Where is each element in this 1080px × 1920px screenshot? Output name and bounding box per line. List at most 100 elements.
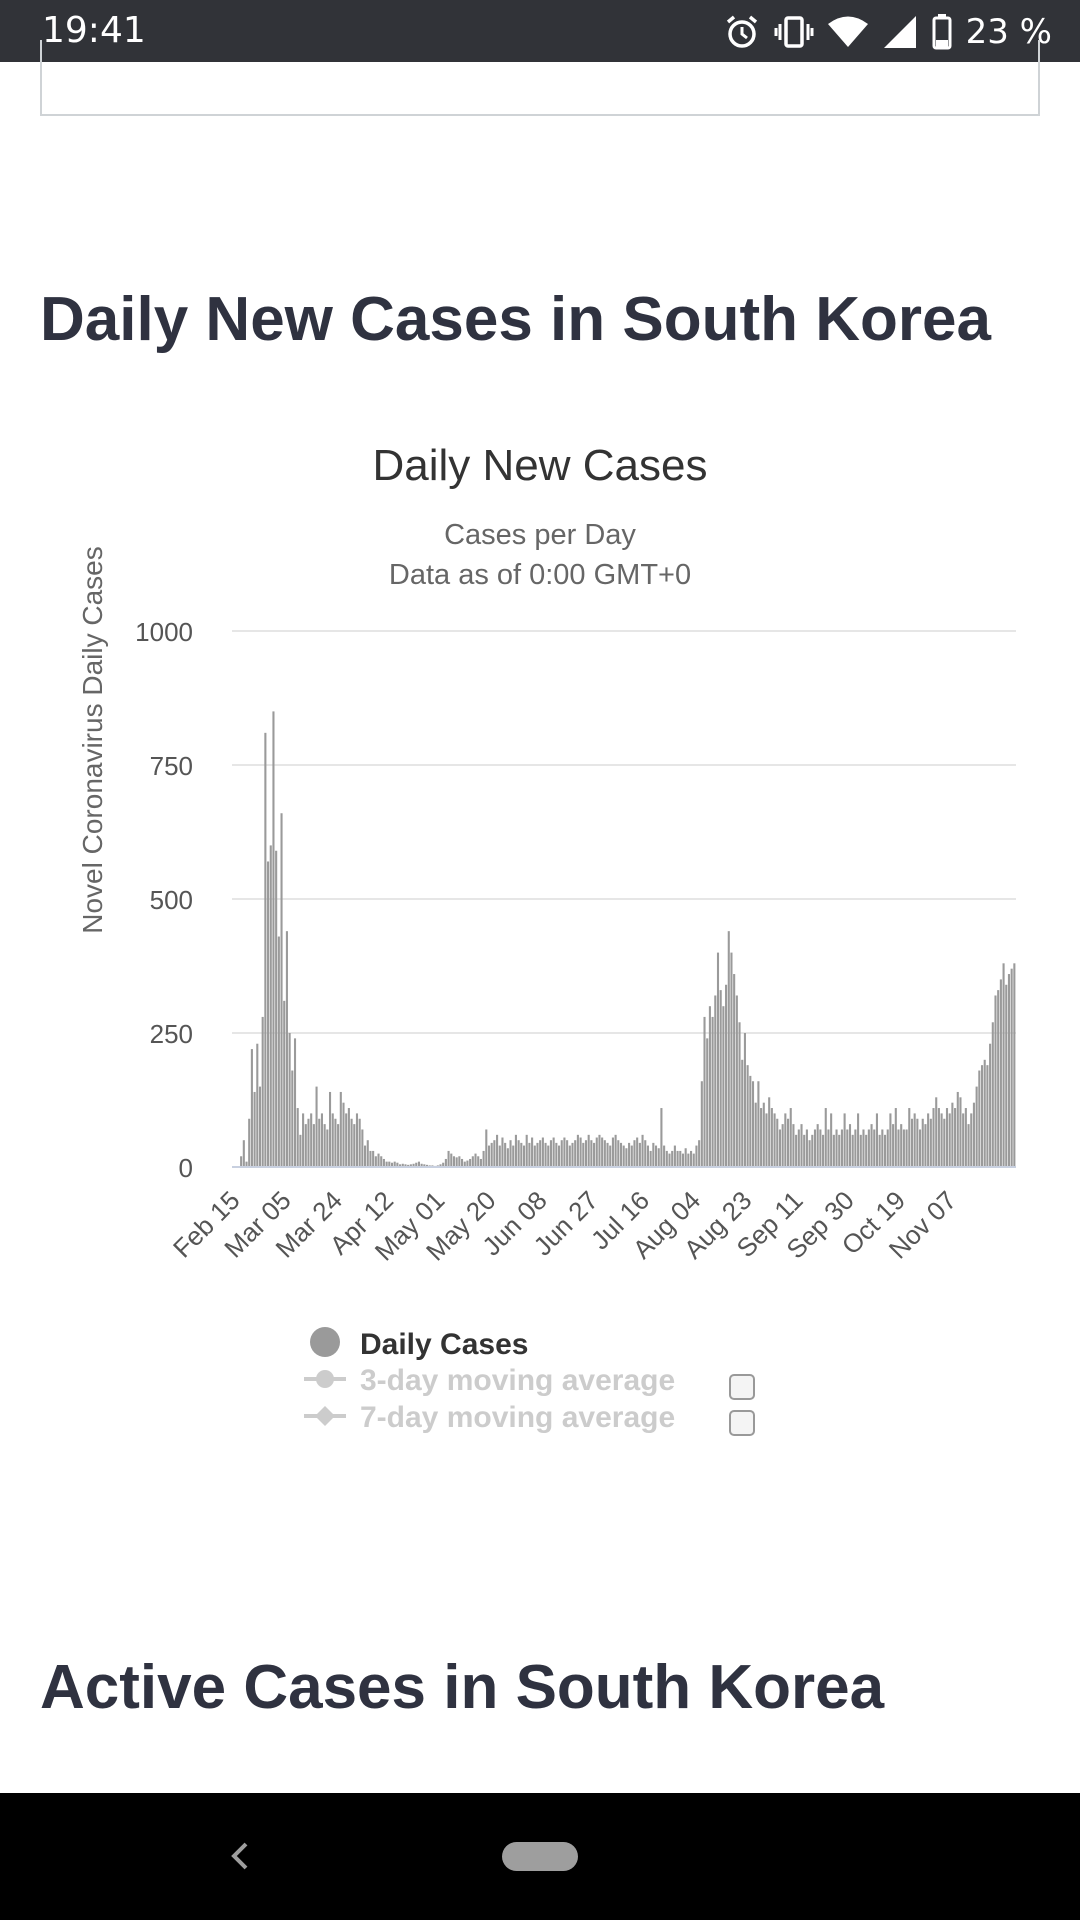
daily-cases-bar[interactable] <box>272 711 275 1167</box>
daily-cases-bar[interactable] <box>916 1118 919 1167</box>
daily-cases-bar[interactable] <box>479 1158 482 1167</box>
daily-cases-bar[interactable] <box>280 813 283 1167</box>
daily-cases-bar[interactable] <box>372 1150 375 1167</box>
daily-cases-bar[interactable] <box>617 1140 620 1167</box>
daily-cases-bar[interactable] <box>778 1129 781 1167</box>
daily-cases-bar[interactable] <box>455 1157 458 1167</box>
daily-cases-bar[interactable] <box>1007 974 1011 1167</box>
daily-cases-bar[interactable] <box>587 1134 590 1167</box>
daily-cases-bar[interactable] <box>889 1113 892 1167</box>
daily-cases-bar[interactable] <box>970 1113 973 1167</box>
daily-cases-bar[interactable] <box>986 1065 989 1167</box>
daily-cases-bar[interactable] <box>248 1118 251 1167</box>
daily-cases-bar[interactable] <box>603 1140 606 1167</box>
daily-cases-bar[interactable] <box>447 1150 450 1167</box>
daily-cases-bar[interactable] <box>323 1124 326 1167</box>
daily-cases-bar[interactable] <box>407 1164 410 1167</box>
daily-cases-bar[interactable] <box>822 1134 825 1167</box>
daily-cases-bar[interactable] <box>795 1134 798 1167</box>
daily-cases-bar[interactable] <box>471 1156 474 1167</box>
daily-cases-bar[interactable] <box>743 1033 746 1167</box>
daily-cases-bar[interactable] <box>269 845 272 1167</box>
daily-cases-bar[interactable] <box>776 1118 779 1167</box>
daily-cases-bar[interactable] <box>967 1124 970 1167</box>
daily-cases-bar[interactable] <box>417 1161 420 1167</box>
daily-cases-bar[interactable] <box>671 1150 674 1167</box>
daily-cases-bar[interactable] <box>964 1108 967 1167</box>
daily-cases-bar[interactable] <box>450 1153 453 1167</box>
daily-cases-bar[interactable] <box>865 1134 868 1167</box>
daily-cases-bar[interactable] <box>679 1150 682 1167</box>
daily-cases-bar[interactable] <box>754 1102 757 1167</box>
daily-cases-bar[interactable] <box>425 1164 429 1167</box>
daily-cases-bar[interactable] <box>611 1137 614 1167</box>
daily-cases-bar[interactable] <box>487 1145 491 1167</box>
daily-cases-bar[interactable] <box>733 974 736 1167</box>
daily-cases-bar[interactable] <box>385 1161 388 1167</box>
daily-cases-bar[interactable] <box>469 1158 472 1167</box>
daily-cases-bar[interactable] <box>892 1124 895 1167</box>
daily-cases-bar[interactable] <box>719 990 722 1167</box>
daily-cases-bar[interactable] <box>350 1118 353 1167</box>
daily-cases-bar[interactable] <box>851 1134 854 1167</box>
daily-cases-bar[interactable] <box>533 1145 536 1167</box>
daily-cases-bar[interactable] <box>293 1038 297 1167</box>
legend-7day-checkbox[interactable] <box>729 1410 755 1436</box>
daily-cases-bar[interactable] <box>749 1075 752 1167</box>
daily-cases-bar[interactable] <box>482 1150 485 1167</box>
daily-cases-bar[interactable] <box>819 1129 822 1167</box>
daily-cases-bar[interactable] <box>288 1033 291 1167</box>
daily-cases-bar[interactable] <box>574 1140 577 1167</box>
daily-cases-bar[interactable] <box>304 1124 307 1167</box>
daily-cases-bar[interactable] <box>862 1129 865 1167</box>
daily-cases-bar[interactable] <box>846 1129 849 1167</box>
daily-cases-bar[interactable] <box>700 1081 703 1167</box>
daily-cases-bar[interactable] <box>517 1140 520 1167</box>
daily-cases-bar[interactable] <box>458 1156 461 1167</box>
daily-cases-bar[interactable] <box>361 1129 364 1167</box>
daily-cases-bar[interactable] <box>353 1124 356 1167</box>
daily-cases-bar[interactable] <box>954 1108 957 1167</box>
daily-cases-bar[interactable] <box>991 1022 994 1167</box>
daily-cases-bar[interactable] <box>945 1108 949 1167</box>
daily-cases-bar[interactable] <box>902 1129 905 1167</box>
daily-cases-bar[interactable] <box>919 1129 922 1167</box>
daily-cases-bar[interactable] <box>805 1129 808 1167</box>
daily-cases-bar[interactable] <box>412 1163 415 1167</box>
daily-cases-bar[interactable] <box>716 952 720 1167</box>
daily-cases-bar[interactable] <box>568 1145 571 1167</box>
daily-cases-bar[interactable] <box>498 1145 501 1167</box>
daily-cases-bar[interactable] <box>840 1129 843 1167</box>
daily-cases-bar[interactable] <box>334 1118 337 1167</box>
daily-cases-bar[interactable] <box>989 1043 992 1167</box>
daily-cases-bar[interactable] <box>832 1134 835 1167</box>
daily-cases-bar[interactable] <box>652 1142 655 1167</box>
daily-cases-bar[interactable] <box>792 1124 795 1167</box>
daily-cases-bar[interactable] <box>657 1148 660 1167</box>
daily-cases-bar[interactable] <box>291 1070 294 1167</box>
daily-cases-bar[interactable] <box>789 1108 792 1167</box>
daily-cases-bar[interactable] <box>242 1140 245 1167</box>
daily-cases-bar[interactable] <box>859 1134 862 1167</box>
daily-cases-bar[interactable] <box>318 1118 321 1167</box>
daily-cases-bar[interactable] <box>285 931 288 1167</box>
daily-cases-bar[interactable] <box>442 1162 445 1167</box>
daily-cases-bar[interactable] <box>910 1118 914 1167</box>
daily-cases-bar[interactable] <box>773 1113 776 1167</box>
daily-cases-bar[interactable] <box>358 1118 361 1167</box>
daily-cases-bar[interactable] <box>649 1150 652 1167</box>
daily-cases-bar[interactable] <box>415 1162 418 1167</box>
daily-cases-bar[interactable] <box>924 1124 927 1167</box>
daily-cases-bar[interactable] <box>730 952 733 1167</box>
daily-cases-bar[interactable] <box>886 1129 889 1167</box>
daily-cases-bar[interactable] <box>466 1160 469 1167</box>
daily-cases-bar[interactable] <box>830 1113 833 1167</box>
daily-cases-bar[interactable] <box>978 1070 981 1167</box>
daily-cases-bar[interactable] <box>835 1129 838 1167</box>
daily-cases-bar[interactable] <box>366 1140 369 1167</box>
daily-cases-bar[interactable] <box>867 1129 870 1167</box>
daily-cases-bar[interactable] <box>1013 963 1016 1167</box>
daily-cases-bar[interactable] <box>703 1016 706 1167</box>
daily-cases-bar[interactable] <box>997 990 1000 1167</box>
daily-cases-bar[interactable] <box>808 1140 811 1167</box>
